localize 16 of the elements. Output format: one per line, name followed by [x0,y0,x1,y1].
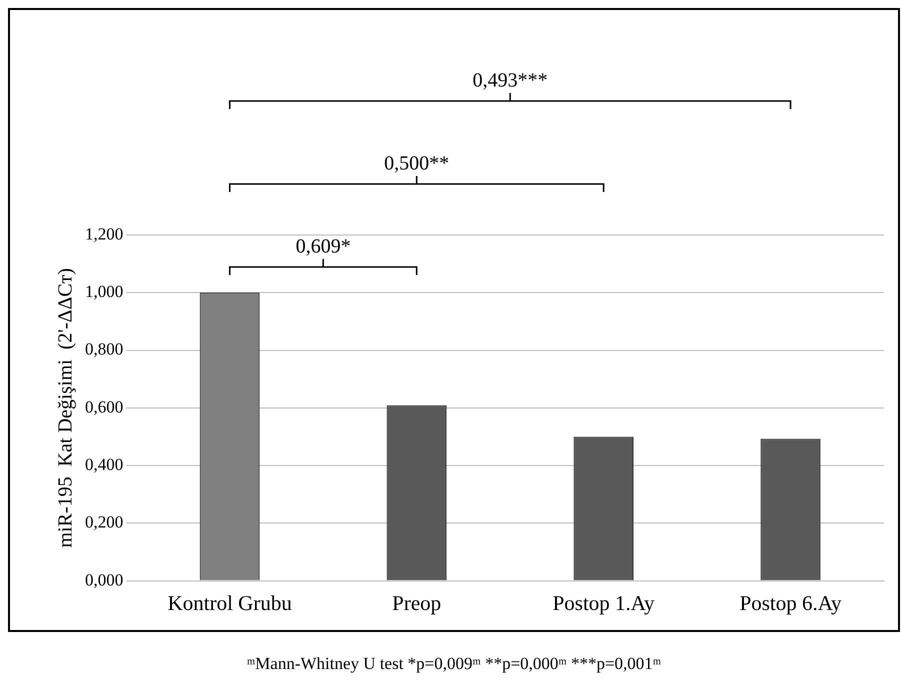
y-tick-label: 0,800 [85,340,124,359]
y-tick-label: 1,200 [85,224,124,244]
y-tick-label: 0,600 [85,397,124,416]
x-tick-label: Postop 1.Ay [552,590,656,615]
y-tick-label: 0,000 [85,570,124,590]
y-axis-title: miR-195 Kat Değişimi (2'-ΔΔCт) [54,268,76,548]
text: ᵐMann-Whitney U test *p=0,009ᵐ **p=0,000ᵐ ***p=0,001ᵐ [246,654,662,674]
x-tick-label: Kontrol Grubu [168,590,292,615]
y-tick-label: 0,200 [85,512,124,532]
text: 0,500** [384,152,450,174]
x-tick-label: Preop [392,590,442,615]
y-tick-label: 1,000 [85,282,124,302]
text: 0,493*** [472,69,548,92]
y-tick-label: 0,400 [85,455,124,474]
x-tick-label: Postop 6.Ay [740,590,842,615]
annotation: 0,609* [296,235,351,258]
